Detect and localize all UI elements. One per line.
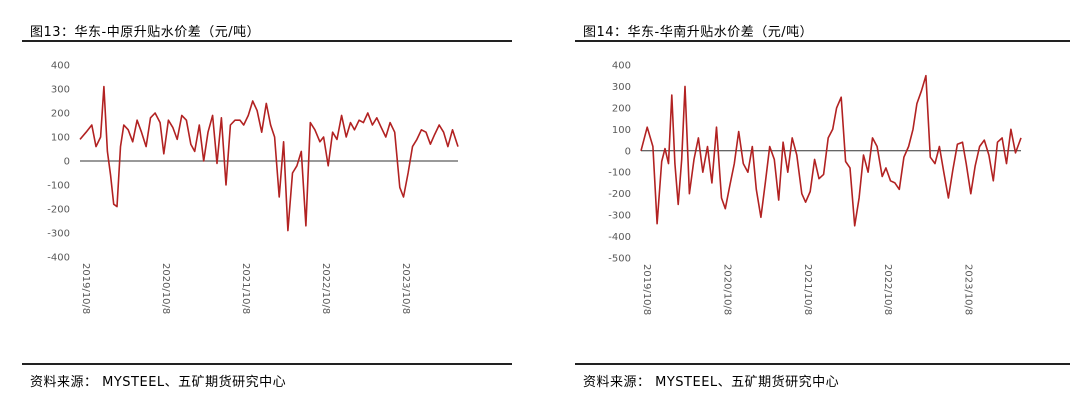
y-tick-label: 100 xyxy=(51,133,70,144)
x-tick-label: 2019/10/8 xyxy=(641,264,652,315)
y-tick-label: 300 xyxy=(612,82,631,93)
y-tick-label: 200 xyxy=(612,103,631,114)
x-axis: 2019/10/8 2020/10/8 2021/10/8 2022/10/8 2023… xyxy=(641,264,973,315)
y-tick-label: -200 xyxy=(47,205,70,216)
y-tick-label: -100 xyxy=(608,168,631,179)
y-tick-label: -200 xyxy=(608,189,631,200)
chart-panel-east-south: 图14：华东-华南升贴水价差（元/吨） 400 300 200 100 0 -100 -20… xyxy=(575,0,1070,411)
source-divider xyxy=(575,363,1070,365)
series-line xyxy=(79,85,459,232)
y-tick-label: 200 xyxy=(51,109,70,120)
y-tick-label: -500 xyxy=(608,254,631,265)
x-tick-label: 2023/10/8 xyxy=(962,264,973,315)
y-tick-label: -300 xyxy=(608,211,631,222)
y-tick-label: 100 xyxy=(612,125,631,136)
x-tick-label: 2023/10/8 xyxy=(400,263,411,314)
source-divider xyxy=(22,363,512,365)
data-source-note: 资料来源： MYSTEEL、五矿期货研究中心 xyxy=(583,375,840,390)
data-source-note: 资料来源： MYSTEEL、五矿期货研究中心 xyxy=(30,375,287,390)
x-tick-label: 2020/10/8 xyxy=(722,264,733,315)
x-tick-label: 2021/10/8 xyxy=(802,264,813,315)
line-chart-east-south-spread: 400 300 200 100 0 -100 -200 -300 -400 -500 2019/1… xyxy=(608,61,1022,315)
title-divider xyxy=(575,40,1070,42)
chart-panel-east-central: 图13：华东-中原升贴水价差（元/吨） 400 300 200 100 0 -100 -20… xyxy=(22,0,512,411)
chart-title: 图13：华东-中原升贴水价差（元/吨） xyxy=(30,25,261,40)
y-tick-label: -300 xyxy=(47,229,70,240)
x-tick-label: 2021/10/8 xyxy=(240,263,251,314)
y-tick-label: -400 xyxy=(608,232,631,243)
y-tick-label: 300 xyxy=(51,85,70,96)
title-divider xyxy=(22,40,512,42)
y-tick-label: 400 xyxy=(612,61,631,72)
series-line xyxy=(640,74,1022,227)
y-axis: 400 300 200 100 0 -100 -200 -300 -400 -500 xyxy=(608,61,631,265)
y-tick-label: 400 xyxy=(51,61,70,72)
y-tick-label: -100 xyxy=(47,181,70,192)
x-tick-label: 2022/10/8 xyxy=(320,263,331,314)
y-tick-label: 0 xyxy=(625,146,631,157)
x-tick-label: 2020/10/8 xyxy=(160,263,171,314)
x-tick-label: 2022/10/8 xyxy=(882,264,893,315)
x-axis: 2019/10/8 2020/10/8 2021/10/8 2022/10/8 2023… xyxy=(80,263,411,314)
y-tick-label: 0 xyxy=(64,157,70,168)
y-axis: 400 300 200 100 0 -100 -200 -300 -400 xyxy=(47,61,70,264)
chart-title: 图14：华东-华南升贴水价差（元/吨） xyxy=(583,25,814,40)
y-tick-label: -400 xyxy=(47,253,70,264)
x-tick-label: 2019/10/8 xyxy=(80,263,91,314)
